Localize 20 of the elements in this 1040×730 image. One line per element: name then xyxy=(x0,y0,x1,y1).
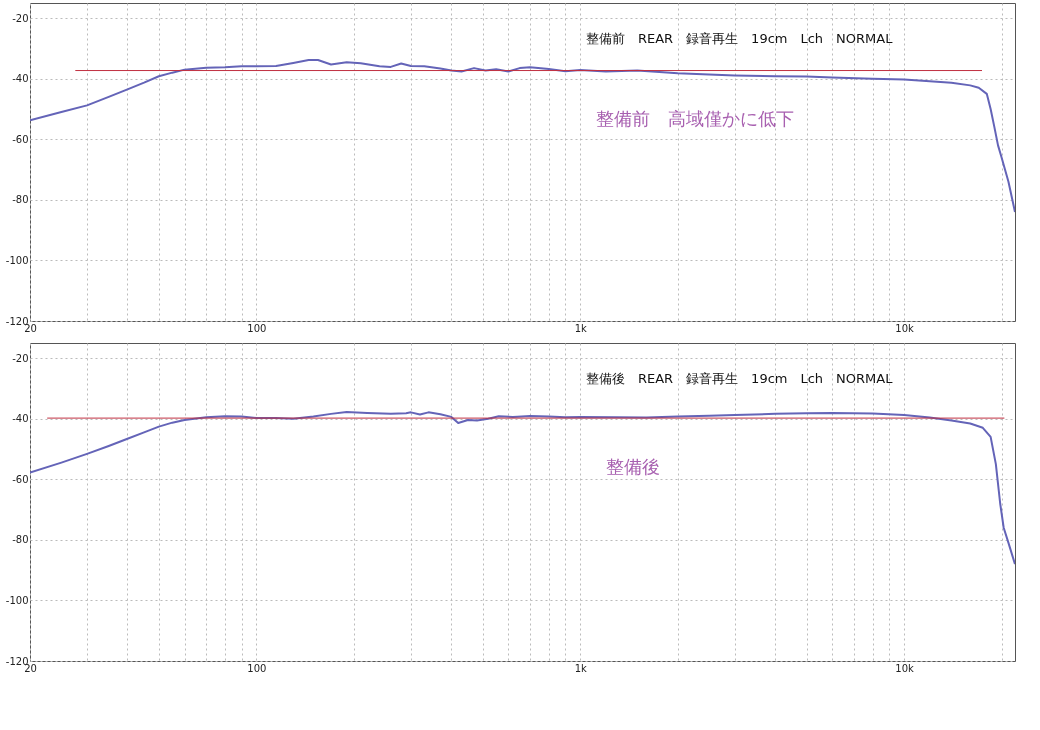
x-tick-label: 1k xyxy=(574,662,588,674)
x-tick-label: 10k xyxy=(895,322,915,334)
annotation: 整備後 xyxy=(606,456,661,477)
x-tick-label: 100 xyxy=(247,322,267,334)
y-tick-label: -20 xyxy=(12,12,29,24)
text: 整備後 REAR 録音再生 19cm Lch NORMAL xyxy=(585,371,894,386)
y-tick-label: -60 xyxy=(12,133,29,145)
y-tick-label: -80 xyxy=(12,194,29,206)
x-tick-label: 1k xyxy=(574,322,588,334)
y-tick-label: -40 xyxy=(12,413,29,425)
y-tick-label: -20 xyxy=(12,352,29,364)
y-tick-label: -80 xyxy=(12,534,29,546)
text: 整備前 REAR 録音再生 19cm Lch NORMAL xyxy=(585,31,894,46)
annotation: 整備前 高域僅かに低下 xyxy=(596,108,795,129)
y-tick-label: -100 xyxy=(5,594,29,606)
y-tick-label: -100 xyxy=(5,254,29,266)
x-tick-label: 100 xyxy=(247,662,267,674)
y-tick-label: -40 xyxy=(12,73,29,85)
y-tick-label: -60 xyxy=(12,473,29,485)
x-tick-label: 10k xyxy=(895,662,915,674)
